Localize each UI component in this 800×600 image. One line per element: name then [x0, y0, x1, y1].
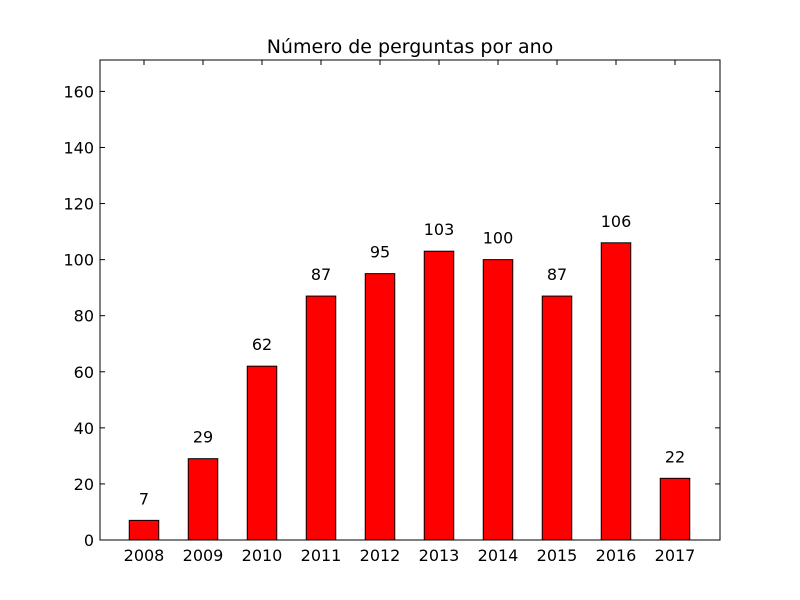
data-labels: 7 29 62 87 95 103 100 87 106 22 — [139, 212, 685, 509]
bars — [128, 242, 691, 541]
data-label-2009: 29 — [193, 428, 213, 447]
x-tick-label: 2008 — [124, 546, 165, 565]
bar-2012 — [364, 273, 396, 541]
x-tick-label: 2009 — [183, 546, 224, 565]
data-label-2014: 100 — [483, 229, 514, 248]
x-axis-ticks: 2008 2009 2010 2011 2012 2013 2014 2015 2016 2017 — [124, 60, 696, 565]
y-tick-label: 60 — [74, 363, 94, 382]
bar-2011 — [305, 295, 337, 541]
y-tick-label: 40 — [74, 419, 94, 438]
y-tick-label: 120 — [63, 195, 94, 214]
y-tick-label: 0 — [84, 531, 94, 550]
x-tick-label: 2015 — [537, 546, 578, 565]
y-tick-label: 100 — [63, 251, 94, 270]
data-label-2016: 106 — [601, 212, 632, 231]
data-label-2011: 87 — [311, 265, 331, 284]
x-tick-label: 2010 — [242, 546, 283, 565]
y-tick-label: 20 — [74, 475, 94, 494]
data-label-2008: 7 — [139, 489, 149, 508]
x-tick-label: 2016 — [596, 546, 637, 565]
bar-2014 — [482, 259, 514, 541]
chart-title: Número de perguntas por ano — [267, 36, 554, 58]
y-tick-label: 140 — [63, 138, 94, 157]
data-label-2015: 87 — [547, 265, 567, 284]
x-tick-label: 2013 — [419, 546, 460, 565]
data-label-2017: 22 — [665, 447, 685, 466]
data-label-2013: 103 — [424, 220, 455, 239]
data-label-2012: 95 — [370, 243, 390, 262]
bar-2008 — [128, 519, 160, 541]
data-label-2010: 62 — [252, 335, 272, 354]
axes-frame — [99, 59, 721, 541]
bar-2016 — [600, 242, 632, 541]
x-tick-label: 2012 — [360, 546, 401, 565]
bar-2017 — [659, 477, 691, 541]
y-axis-ticks: 0 20 40 60 80 100 120 140 160 — [63, 82, 720, 550]
bar-2010 — [246, 365, 278, 541]
y-tick-label: 80 — [74, 307, 94, 326]
x-tick-label: 2017 — [655, 546, 696, 565]
x-tick-label: 2014 — [478, 546, 519, 565]
plot-frame — [99, 59, 721, 541]
bar-2009 — [187, 458, 219, 541]
bar-2015 — [541, 295, 573, 541]
bar-2013 — [423, 250, 455, 541]
y-tick-label: 160 — [63, 82, 94, 101]
x-tick-label: 2011 — [301, 546, 342, 565]
